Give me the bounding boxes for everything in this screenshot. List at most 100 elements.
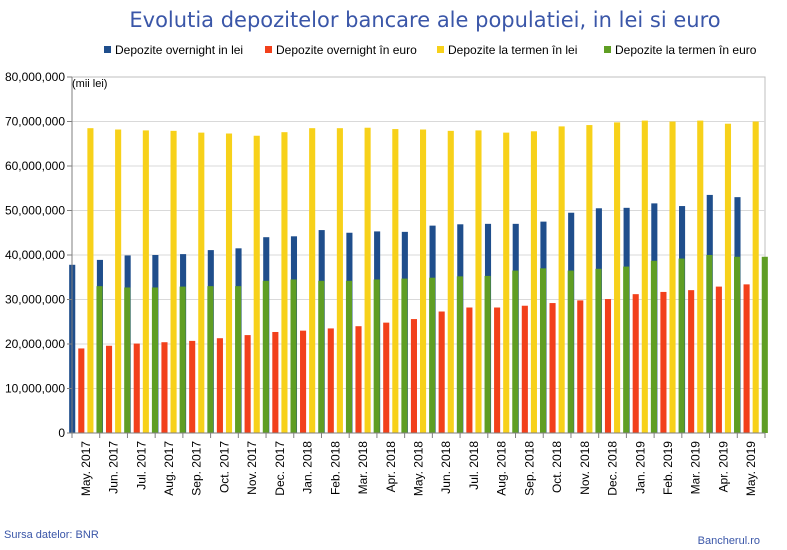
bar-3 [558,126,565,434]
x-tick-label: Apr. 2018 [384,441,398,493]
bar-3 [669,121,676,433]
x-tick-label: Nov. 2017 [245,441,259,495]
y-tick-label: 30,000,000 [5,293,65,307]
y-tick-label: 40,000,000 [5,248,65,262]
bar-2 [105,345,113,433]
bar-3 [253,135,260,434]
bar-3 [115,129,122,433]
bar-2 [466,307,473,433]
bar-3 [697,120,704,434]
x-tick-label: Sep. 2018 [522,441,536,496]
bar-4 [539,268,547,433]
bar-2 [272,331,279,433]
bar-3 [503,132,510,433]
bar-3 [392,129,399,433]
x-tick-label: Feb. 2018 [328,441,342,495]
x-tick-label: Jun. 2017 [107,441,121,494]
bar-4 [650,260,657,433]
bar-4 [96,286,103,433]
watermark-text: Bancherul.ro [698,535,760,547]
bar-4 [345,280,353,433]
bar-3 [364,127,371,433]
legend-label: Depozite overnight in lei [115,43,243,57]
x-tick-label: Mar. 2019 [689,441,703,495]
x-tick-label: Jun. 2018 [439,441,453,494]
bar-4 [235,286,242,433]
bar-4 [124,287,131,433]
legend-swatch [265,46,272,53]
bar-2 [660,291,667,433]
x-tick-label: Aug. 2018 [495,441,509,496]
x-tick-label: Feb. 2019 [661,441,675,495]
bar-2 [189,340,196,433]
y-tick-label: 0 [58,426,65,440]
x-tick-label: Jul. 2017 [134,441,148,490]
legend-label: Depozite la termen în lei [448,43,577,57]
legend-swatch [104,46,111,53]
bar-4 [151,287,158,433]
bar-2 [604,299,612,433]
bar-3 [225,133,233,433]
bar-3 [447,130,454,433]
bar-4 [456,276,463,433]
bar-3 [530,131,537,434]
bar-3 [142,130,149,433]
x-tick-label: May. 2017 [79,441,93,496]
bar-3 [170,130,177,433]
x-axis: May. 2017 Jun. 2017 Jul. 2017 Aug. 2017 Sep.… [71,432,766,496]
bar-3 [198,132,205,433]
bar-2 [743,284,750,433]
source-text: Sursa datelor: BNR [4,529,99,541]
x-tick-label: Dec. 2018 [606,441,620,496]
y-tick-label: 80,000,000 [5,70,65,84]
x-tick-label: Oct. 2018 [550,441,564,493]
bar-2 [216,338,223,433]
bar-4 [567,270,574,433]
bar-2 [244,335,251,433]
bar-2 [78,348,85,433]
bar-4 [318,280,325,433]
bar-3 [752,121,759,433]
x-tick-label: May. 2019 [744,441,758,496]
bar-4 [678,258,685,433]
bar-4 [262,280,269,433]
bar-2 [688,290,695,433]
unit-label: (mii lei) [72,78,107,90]
x-tick-label: Apr. 2019 [716,441,730,493]
y-tick-label: 10,000,000 [5,382,65,396]
bar-2 [161,342,168,433]
bar-2 [383,322,390,433]
bar-2 [521,305,528,433]
x-tick-label: Nov. 2018 [578,441,592,495]
bar-2 [327,328,334,433]
bar-3 [724,123,732,433]
chart-title: Evolutia depozitelor bancare ale populat… [129,8,720,32]
bar-4 [429,277,436,433]
x-tick-label: Jan. 2019 [633,441,647,494]
bar-2 [438,311,445,433]
y-tick-label: 70,000,000 [5,115,65,129]
bar-3 [586,125,593,433]
bar-3 [309,128,316,434]
bar-3 [641,120,648,434]
legend-swatch [604,46,611,53]
bar-4 [207,286,214,433]
x-tick-label: Sep. 2017 [190,441,204,496]
bar-2 [494,307,501,433]
y-tick-label: 60,000,000 [5,159,65,173]
bar-3 [336,128,343,434]
bar-4 [623,266,630,433]
y-tick-label: 20,000,000 [5,337,65,351]
bar-4 [373,279,380,433]
bar-2 [632,294,639,433]
legend-label: Depozite la termen în euro [615,43,757,57]
y-axis: 0 10,000,000 20,000,000 30,000,000 40,000,00… [5,70,73,440]
bar-4 [512,270,519,433]
bar-3 [87,128,94,434]
legend-label: Depozite overnight în euro [276,43,417,57]
bar-2 [577,300,584,433]
bar-4 [179,286,186,433]
bar-4 [595,268,602,433]
bar-4 [761,256,768,433]
bar-3 [281,132,288,433]
